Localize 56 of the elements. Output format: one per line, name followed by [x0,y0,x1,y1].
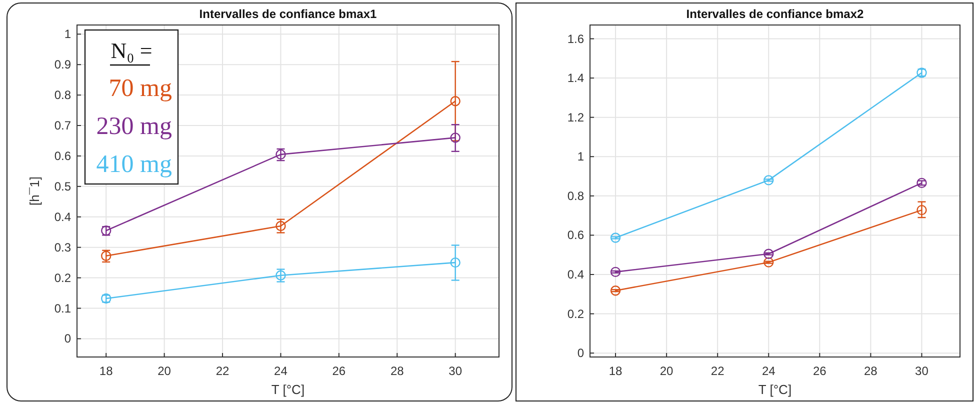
y-tick-label: 0.4 [54,210,72,224]
y-tick-label: 1 [64,27,72,42]
point [916,178,927,188]
y-tick-label: 0.1 [54,301,72,316]
point [610,286,621,296]
x-tick-label: 24 [762,364,776,378]
x-tick-label: 30 [915,364,929,378]
point [276,270,286,280]
y-tick-label: 0.4 [567,267,584,282]
chart-title: Intervalles de confiance bmax1 [199,7,378,21]
x-tick-label: 20 [660,364,674,378]
point [764,248,774,259]
point [764,257,774,268]
y-tick-label: 1 [577,150,584,164]
legend-title: N₀ = [110,38,152,63]
x-tick-label: 30 [448,364,462,378]
x-axis-title: T [°C] [758,382,792,397]
y-tick-label: 1.2 [567,110,584,124]
x-tick-label: 24 [274,364,288,378]
y-tick-label: 0.8 [567,188,584,203]
point [101,250,112,261]
x-tick-label: 28 [864,364,878,378]
text: 70 mg [108,75,172,102]
x-tick-label: 20 [158,364,172,378]
text: 410 mg [96,151,172,178]
x-tick-label: 18 [99,364,114,378]
y-tick-label: 0.2 [567,306,584,321]
x-tick-label: 22 [710,364,725,378]
chart-title: Intervalles de confiance bmax2 [686,7,864,21]
y-tick-label: 0.3 [54,240,72,254]
x-tick-label: 26 [332,364,346,378]
text: 230 mg [96,113,172,140]
x-tick-label: 22 [216,364,230,378]
y-tick-label: 0 [64,332,72,346]
x-tick-label: 18 [608,364,623,378]
y-tick-label: 0.9 [54,58,72,72]
y-tick-label: 0.8 [54,88,72,102]
y-tick-label: 0.6 [567,228,584,242]
y-tick-label: 0 [577,346,584,360]
y-tick-label: 0.5 [54,179,72,194]
y-axis-title: [h¯1] [27,176,42,206]
point [610,232,621,243]
point [916,204,927,216]
point [450,132,460,143]
y-tick-label: 1.4 [567,71,584,86]
x-tick-label: 28 [390,364,404,378]
y-tick-label: 0.2 [54,270,72,285]
point [450,96,460,106]
x-axis-title: T [°C] [271,382,305,397]
point [610,266,621,278]
point [450,257,460,268]
y-tick-label: 0.7 [54,118,72,133]
y-tick-label: 0.6 [54,148,72,163]
y-tick-label: 1.6 [567,32,584,46]
point [764,175,774,186]
x-tick-label: 26 [812,364,827,378]
